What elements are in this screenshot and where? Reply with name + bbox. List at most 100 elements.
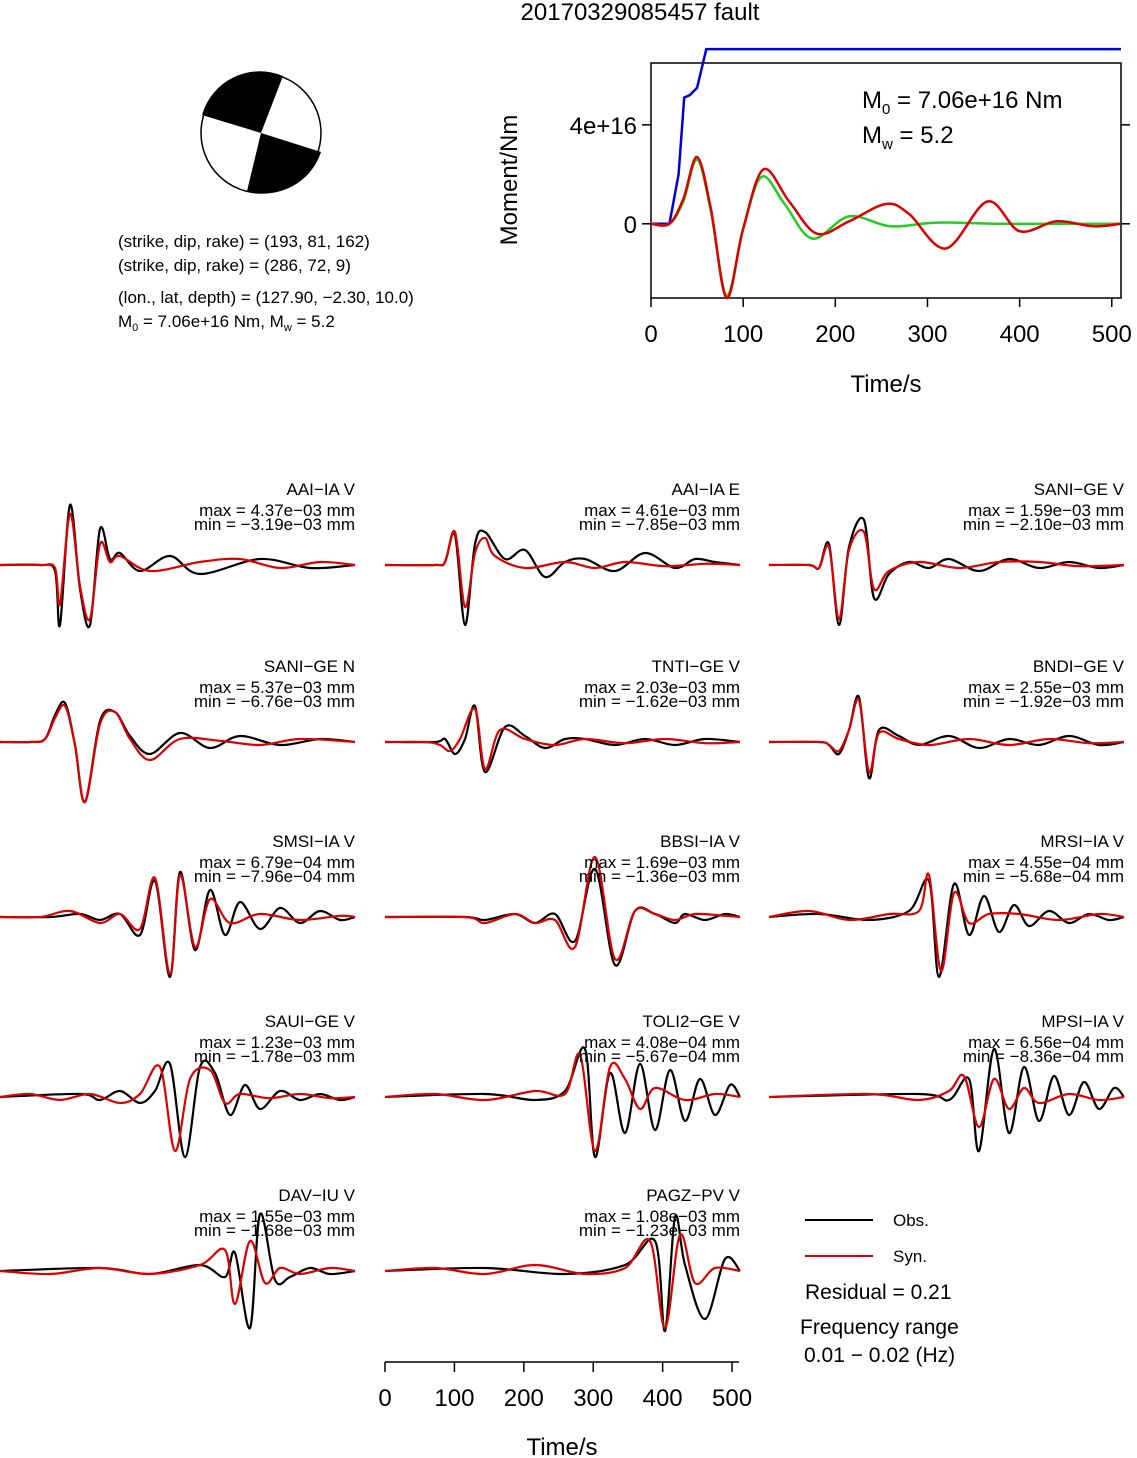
nodal-plane-1: (strike, dip, rake) = (193, 81, 162) — [118, 232, 370, 251]
moment-magnitude-label: M0 = 7.06e+16 Nm, Mw = 5.2 — [118, 312, 335, 334]
moment-y-tick-label: 4e+16 — [570, 113, 637, 140]
moment-chart: 0 100 200 300 400 500 0 4e+16 Time/s Moment/Nm… — [496, 47, 1132, 398]
station-min: min = −1.36e−03 mm — [579, 867, 740, 886]
waveform-x-axis-label: Time/s — [526, 1434, 597, 1458]
station-min: min = −3.19e−03 mm — [194, 515, 355, 534]
station-min: min = −5.67e−04 mm — [579, 1047, 740, 1066]
station-max: max = 1.55e−03 mm — [199, 1207, 355, 1226]
station-max: max = 4.08e−04 mm — [584, 1033, 740, 1052]
beach-ball-quadrant-lower — [247, 133, 321, 194]
synthetic-trace — [0, 873, 356, 976]
synthetic-trace — [0, 703, 356, 804]
moment-chart-frame — [650, 62, 1122, 299]
station-name: AAI−IA E — [671, 480, 740, 499]
waveform-x-ticks: 0 100 200 300 400 500 — [378, 1361, 752, 1412]
synthetic-trace — [384, 1052, 741, 1153]
synthetic-trace — [384, 529, 741, 609]
moment-series-line — [650, 155, 1122, 300]
station-name: PAGZ−PV V — [646, 1186, 740, 1205]
station-min: min = −5.68e−04 mm — [963, 867, 1124, 886]
moment-x-tick-label: 200 — [815, 321, 855, 348]
waveform-x-tick-label: 0 — [378, 1385, 391, 1412]
synthetic-trace — [768, 697, 1125, 774]
legend: Obs. Syn. Residual = 0.21 Frequency rang… — [800, 1211, 959, 1367]
station-min: min = −2.10e−03 mm — [963, 515, 1124, 534]
frequency-range: 0.01 − 0.02 (Hz) — [804, 1344, 955, 1367]
moment-series-line — [651, 47, 1121, 226]
station-name: SANI−GE V — [1034, 480, 1125, 499]
nodal-plane-2: (strike, dip, rake) = (286, 72, 9) — [118, 256, 351, 275]
location-label: (lon., lat, depth) = (127.90, −2.30, 10.… — [118, 288, 414, 307]
moment-x-tick-label: 500 — [1092, 321, 1132, 348]
synthetic-trace — [768, 1073, 1125, 1129]
synthetic-trace — [384, 1233, 741, 1330]
synthetic-trace — [0, 512, 356, 622]
synthetic-trace — [768, 528, 1125, 621]
station-max: max = 1.23e−03 mm — [199, 1033, 355, 1052]
waveform-x-tick-label: 200 — [504, 1385, 544, 1412]
synthetic-trace — [0, 1239, 356, 1306]
station-max: max = 5.37e−03 mm — [199, 678, 355, 697]
legend-obs-label: Obs. — [893, 1211, 929, 1230]
station-name: SMSI−IA V — [272, 832, 355, 851]
station-name: DAV−IU V — [278, 1186, 355, 1205]
station-max: max = 2.03e−03 mm — [584, 678, 740, 697]
waveform-x-tick-label: 300 — [573, 1385, 613, 1412]
figure-title: 20170329085457 fault — [521, 0, 760, 26]
frequency-title: Frequency range — [800, 1316, 959, 1339]
station-max: max = 2.55e−03 mm — [968, 678, 1124, 697]
moment-y-axis-label: Moment/Nm — [496, 115, 523, 246]
station-name: SAUI−GE V — [265, 1012, 356, 1031]
station-max: max = 4.61e−03 mm — [584, 501, 740, 520]
synthetic-trace — [384, 855, 741, 962]
station-min: min = −1.68e−03 mm — [194, 1221, 355, 1240]
moment-mw-annotation: Mw = 5.2 — [862, 122, 954, 153]
station-min: min = −8.36e−04 mm — [963, 1047, 1124, 1066]
station-name: TNTI−GE V — [652, 657, 741, 676]
synthetic-trace — [0, 1064, 356, 1153]
synthetic-trace — [384, 707, 741, 771]
station-min: min = −7.96e−04 mm — [194, 867, 355, 886]
observed-trace — [0, 503, 356, 629]
observed-trace — [384, 1214, 741, 1333]
station-name: TOLI2−GE V — [643, 1012, 741, 1031]
waveform-time-axis: 0 100 200 300 400 500 Time/s — [378, 1361, 752, 1458]
station-max: max = 4.37e−03 mm — [199, 501, 355, 520]
station-min: min = −1.62e−03 mm — [579, 692, 740, 711]
station-max: max = 1.08e−03 mm — [584, 1207, 740, 1226]
beach-ball-quadrant-upper — [202, 71, 283, 133]
waveform-x-tick-label: 400 — [643, 1385, 683, 1412]
station-max: max = 1.69e−03 mm — [584, 853, 740, 872]
waveform-x-tick-label: 100 — [434, 1385, 474, 1412]
station-min: min = −1.23e−03 mm — [579, 1221, 740, 1240]
station-min: min = −1.92e−03 mm — [963, 692, 1124, 711]
station-max: max = 6.79e−04 mm — [199, 853, 355, 872]
station-max: max = 4.55e−04 mm — [968, 853, 1124, 872]
moment-x-tick-label: 100 — [723, 321, 763, 348]
moment-y-tick-label: 0 — [624, 212, 637, 239]
residual-label: Residual = 0.21 — [805, 1281, 952, 1304]
station-min: min = −6.76e−03 mm — [194, 692, 355, 711]
moment-x-axis-label: Time/s — [850, 371, 921, 398]
station-name: AAI−IA V — [286, 480, 355, 499]
observed-trace — [768, 516, 1125, 627]
observed-trace — [768, 1047, 1125, 1153]
moment-m0-annotation: M0 = 7.06e+16 Nm — [862, 87, 1062, 118]
observed-trace — [768, 694, 1125, 780]
moment-x-tick-label: 400 — [1000, 321, 1040, 348]
station-min: min = −1.78e−03 mm — [194, 1047, 355, 1066]
station-name: MRSI−IA V — [1040, 832, 1124, 851]
observed-trace — [384, 1046, 741, 1159]
observed-trace — [0, 1059, 356, 1159]
waveform-x-tick-label: 500 — [712, 1385, 752, 1412]
